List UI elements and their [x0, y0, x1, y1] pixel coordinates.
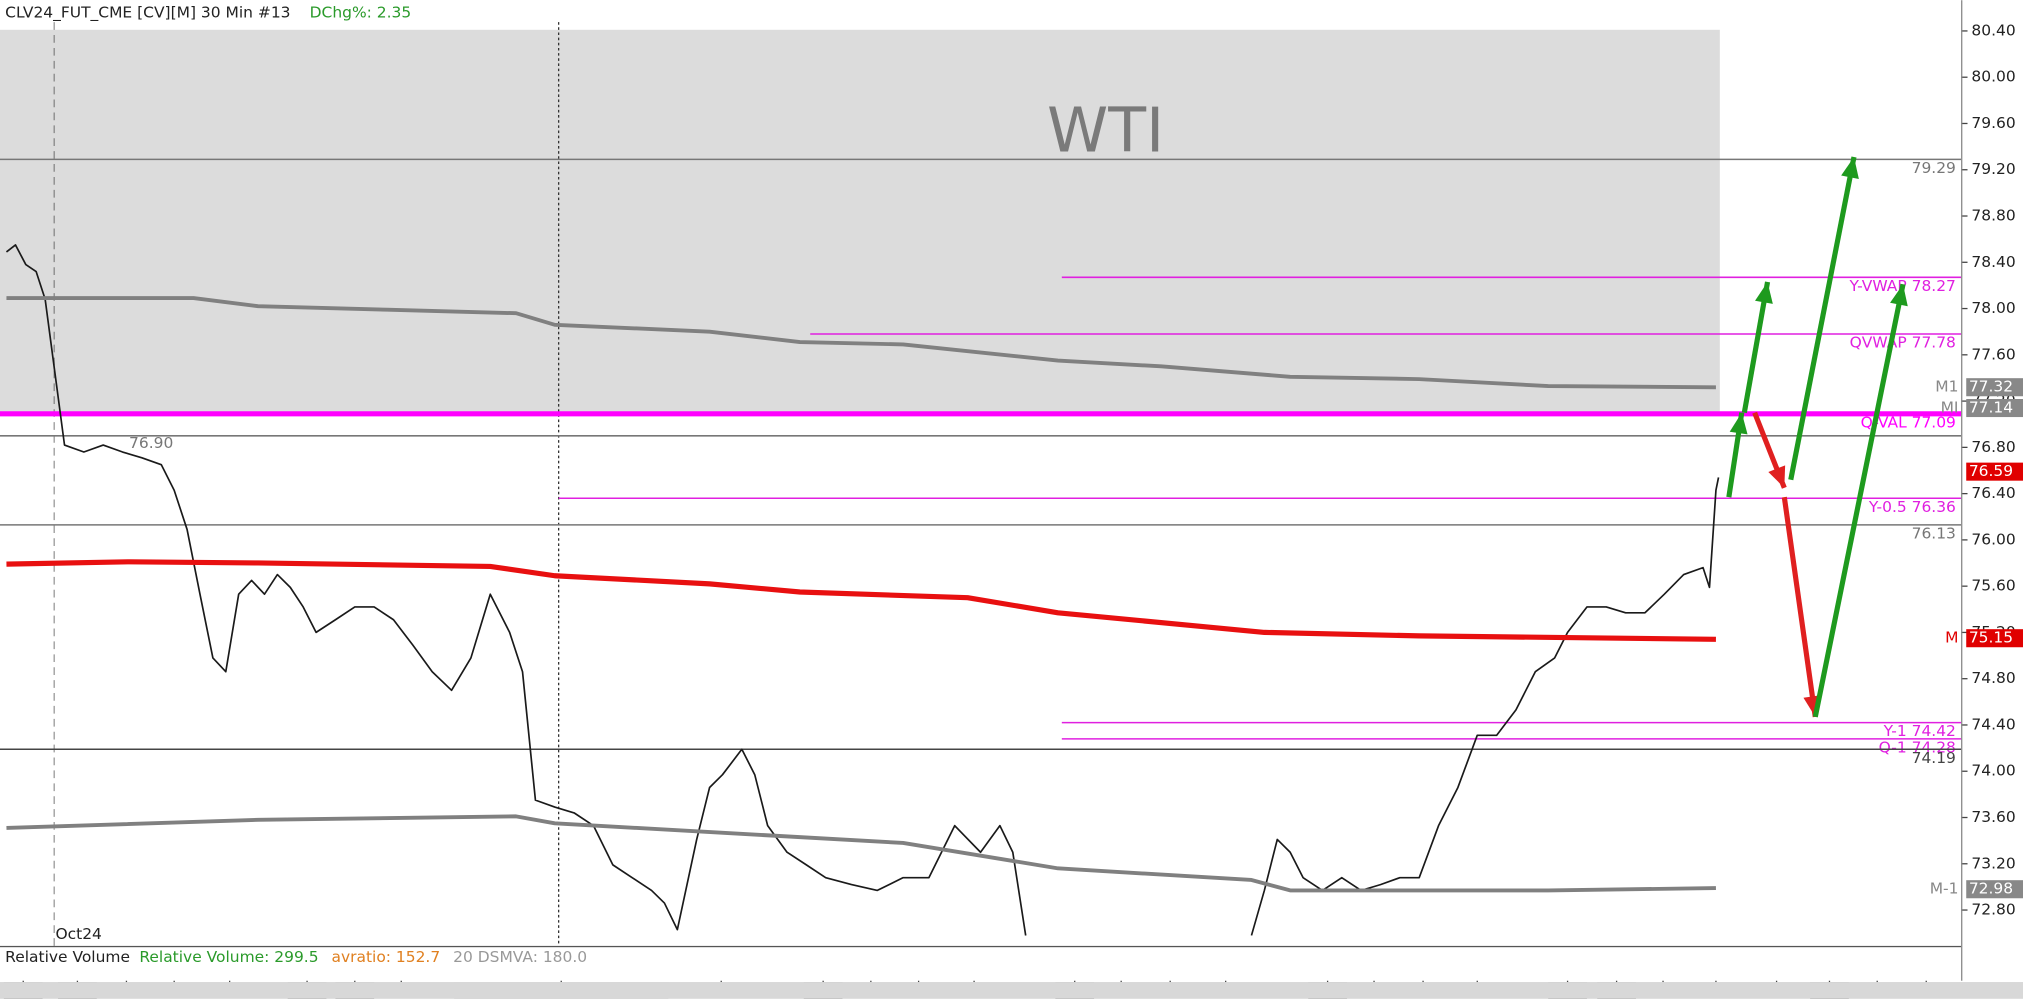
level-label: QVWAP 77.78	[1850, 334, 1956, 352]
watermark: WTI	[1047, 94, 1164, 166]
marker-label: Oct24	[55, 925, 101, 943]
header: CLV24_FUT_CME [CV][M] 30 Min #13	[5, 4, 290, 23]
y-tick-label: 79.20	[1971, 160, 2015, 178]
volume-title: Relative Volume	[5, 948, 130, 966]
arrow-head	[1841, 157, 1859, 180]
price-box-tag: M-1	[1930, 880, 1959, 898]
y-tick-label: 78.80	[1971, 207, 2015, 225]
daily-change: DChg%: 2.35	[310, 4, 412, 22]
level-label: 79.29	[1912, 159, 1956, 177]
price-box-tag: M1	[1935, 378, 1958, 396]
y-tick-label: 75.60	[1971, 577, 2015, 595]
level-label: Y-1 74.42	[1883, 722, 1956, 740]
level-label: 76.90	[129, 434, 173, 452]
y-tick-label: 74.40	[1971, 715, 2015, 733]
y-tick-label: 80.40	[1971, 21, 2015, 39]
price-box-label: 77.14	[1969, 399, 2013, 417]
series-line	[5, 244, 1720, 936]
arrow-head	[1729, 412, 1748, 435]
price-box-label: 77.32	[1969, 378, 2013, 396]
price-box-label: 75.15	[1969, 629, 2013, 647]
projection-arrow	[1812, 283, 1906, 718]
series-line	[6, 296, 1716, 390]
y-tick-label: 73.20	[1971, 854, 2015, 872]
volume-item: 20 DSMVA: 180.0	[453, 948, 587, 966]
projection-arrow	[1781, 496, 1818, 718]
y-tick-label: 78.00	[1971, 299, 2015, 317]
volume-item: Relative Volume: 299.5	[139, 948, 318, 966]
price-box	[1966, 378, 2023, 397]
time-axis-bg	[0, 982, 2023, 999]
y-tick-label: 80.00	[1971, 68, 2015, 86]
session-shading	[0, 29, 1720, 413]
y-tick-label: 78.40	[1971, 253, 2015, 271]
projection-arrow	[1741, 281, 1771, 414]
projection-arrow	[1788, 156, 1857, 481]
y-tick-label: 77.60	[1971, 345, 2015, 363]
price-box	[1966, 462, 2023, 481]
level-label: Q-VAL 77.09	[1861, 413, 1956, 431]
y-tick-label: 76.80	[1971, 438, 2015, 456]
price-box-label: 76.59	[1969, 462, 2013, 480]
axis-border	[1961, 0, 1963, 981]
series-line	[6, 814, 1716, 893]
level-label: 76.13	[1912, 524, 1956, 542]
series-line	[6, 559, 1716, 642]
price-box-tag: MI	[1941, 399, 1959, 417]
y-tick-label: 76.40	[1971, 484, 2015, 502]
arrow-head	[1755, 281, 1773, 304]
price-box	[1966, 398, 2023, 418]
y-tick-label: 73.60	[1971, 808, 2015, 826]
arrow-head	[1768, 465, 1786, 488]
y-tick-label: 72.80	[1971, 901, 2015, 919]
level-label: Y-0.5 76.36	[1868, 498, 1956, 516]
y-tick-label: 76.00	[1971, 530, 2015, 548]
price-box	[1966, 880, 2023, 899]
y-tick-label: 79.60	[1971, 114, 2015, 132]
price-box-label: 72.98	[1969, 880, 2013, 898]
panel-border	[0, 945, 1962, 948]
arrow-head	[1890, 284, 1908, 307]
level-label: Q-1 74.28	[1879, 738, 1956, 756]
price-box-tag: M	[1945, 629, 1958, 647]
y-tick-label: 74.80	[1971, 669, 2015, 687]
price-box	[1966, 629, 2023, 648]
y-tick-label: 74.00	[1971, 762, 2015, 780]
volume-item: avratio: 152.7	[331, 948, 440, 966]
level-label: 74.19	[1912, 749, 1956, 767]
